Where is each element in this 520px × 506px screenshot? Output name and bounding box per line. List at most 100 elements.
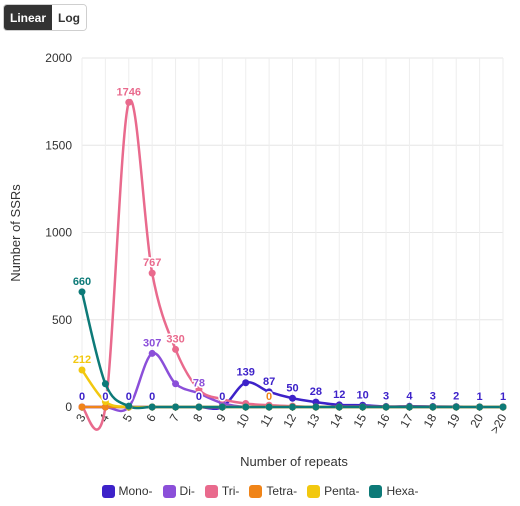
legend-label: Penta- <box>324 484 360 498</box>
gridlines <box>81 57 504 408</box>
data-label: 0 <box>79 391 85 403</box>
data-label: 4 <box>406 390 413 402</box>
data-point[interactable] <box>359 403 367 411</box>
data-point[interactable] <box>452 403 460 411</box>
data-label: 12 <box>333 389 345 401</box>
x-axis-title: Number of repeats <box>240 454 348 469</box>
linear-scale-button[interactable]: Linear <box>4 5 53 30</box>
data-point[interactable] <box>148 403 156 411</box>
series-points <box>78 98 507 411</box>
x-tick-label: 20 <box>467 411 486 430</box>
data-label: 1 <box>477 391 483 403</box>
legend-item[interactable]: Di- <box>162 484 195 498</box>
x-tick-label: 11 <box>257 411 276 429</box>
data-label: 0 <box>266 391 272 403</box>
y-tick-label: 1000 <box>45 226 72 240</box>
legend-label: Di- <box>179 484 195 498</box>
data-point[interactable] <box>78 288 86 296</box>
legend-item[interactable]: Tetra- <box>249 484 297 498</box>
legend-item[interactable]: Tri- <box>204 484 240 498</box>
legend-label: Tetra- <box>266 484 298 498</box>
data-point[interactable] <box>172 380 180 388</box>
legend-swatch <box>204 484 218 498</box>
data-point[interactable] <box>125 402 133 410</box>
data-point[interactable] <box>335 403 343 411</box>
data-label: 767 <box>143 257 161 269</box>
data-point[interactable] <box>289 394 296 402</box>
data-label: 0 <box>102 391 108 403</box>
data-point[interactable] <box>101 403 109 411</box>
data-point[interactable] <box>172 403 180 411</box>
data-point[interactable] <box>499 403 507 411</box>
legend-swatch <box>307 484 321 498</box>
data-label: 0 <box>219 391 225 403</box>
y-axis: 0 500 1000 1500 2000 <box>45 51 72 414</box>
data-point[interactable] <box>78 403 86 411</box>
data-point[interactable] <box>101 380 109 388</box>
data-label: 0 <box>149 391 155 403</box>
data-point[interactable] <box>125 98 133 106</box>
data-label: 330 <box>166 333 184 345</box>
data-point[interactable] <box>312 403 320 411</box>
legend-swatch <box>101 484 115 498</box>
data-point[interactable] <box>242 379 250 387</box>
data-point[interactable] <box>382 403 390 411</box>
legend-label: Hexa- <box>386 484 419 498</box>
data-label: 10 <box>357 389 369 401</box>
data-point[interactable] <box>242 403 250 411</box>
legend-item[interactable]: Hexa- <box>369 484 418 498</box>
x-tick-label: 7 <box>167 411 183 424</box>
data-point[interactable] <box>172 345 180 353</box>
data-label: 660 <box>73 276 91 288</box>
data-label: 50 <box>286 382 298 394</box>
legend-item[interactable]: Penta- <box>307 484 359 498</box>
data-point[interactable] <box>312 398 320 406</box>
legend-item[interactable]: Mono- <box>101 484 153 498</box>
data-point[interactable] <box>78 366 86 374</box>
data-point[interactable] <box>265 388 273 396</box>
data-point[interactable] <box>195 403 203 411</box>
data-point[interactable] <box>195 386 203 394</box>
data-point[interactable] <box>218 403 226 411</box>
scale-toggle: Linear Log <box>3 4 88 31</box>
data-point[interactable] <box>148 269 156 277</box>
data-point[interactable] <box>289 403 296 411</box>
data-label: 87 <box>263 376 275 388</box>
legend-swatch <box>162 484 176 498</box>
data-point[interactable] <box>218 395 226 403</box>
log-scale-button[interactable]: Log <box>52 5 87 30</box>
data-point[interactable] <box>405 403 413 411</box>
x-tick-label: 9 <box>213 411 229 424</box>
data-label: 139 <box>237 367 255 379</box>
data-point[interactable] <box>429 403 437 411</box>
data-point[interactable] <box>101 398 109 406</box>
legend-swatch <box>249 484 263 498</box>
data-label: 212 <box>73 354 91 366</box>
x-tick-label: 8 <box>190 411 206 424</box>
legend-label: Tri- <box>221 484 240 498</box>
x-tick-label: 5 <box>120 411 136 424</box>
y-tick-label: 1500 <box>45 138 72 152</box>
data-label: 3 <box>430 390 436 402</box>
legend: Mono- Di- Tri- Tetra- Penta- Hexa- <box>0 484 520 498</box>
data-label: 28 <box>310 386 322 398</box>
data-point[interactable] <box>476 403 484 411</box>
data-point[interactable] <box>148 349 156 357</box>
y-tick-label: 2000 <box>45 51 72 65</box>
data-point[interactable] <box>265 403 273 411</box>
x-tick-label: 10 <box>234 411 253 430</box>
data-label: 3 <box>383 390 389 402</box>
x-tick-label: 19 <box>444 411 463 430</box>
legend-swatch <box>369 484 383 498</box>
x-tick-label: 16 <box>374 411 393 430</box>
x-tick-label: 18 <box>421 411 440 430</box>
data-label: 307 <box>143 337 161 349</box>
x-tick-label: 15 <box>350 411 369 430</box>
data-label: 0 <box>196 391 202 403</box>
data-labels: 0 0 0 0 0 0 139 87 50 28 12 10 3 4 3 2 1 1 307 78 1746 767 330… <box>71 85 507 405</box>
x-tick-label: 12 <box>280 411 299 430</box>
data-label: 78 <box>193 377 205 389</box>
data-label: 1 <box>500 391 506 403</box>
x-tick-label: 17 <box>397 411 416 430</box>
